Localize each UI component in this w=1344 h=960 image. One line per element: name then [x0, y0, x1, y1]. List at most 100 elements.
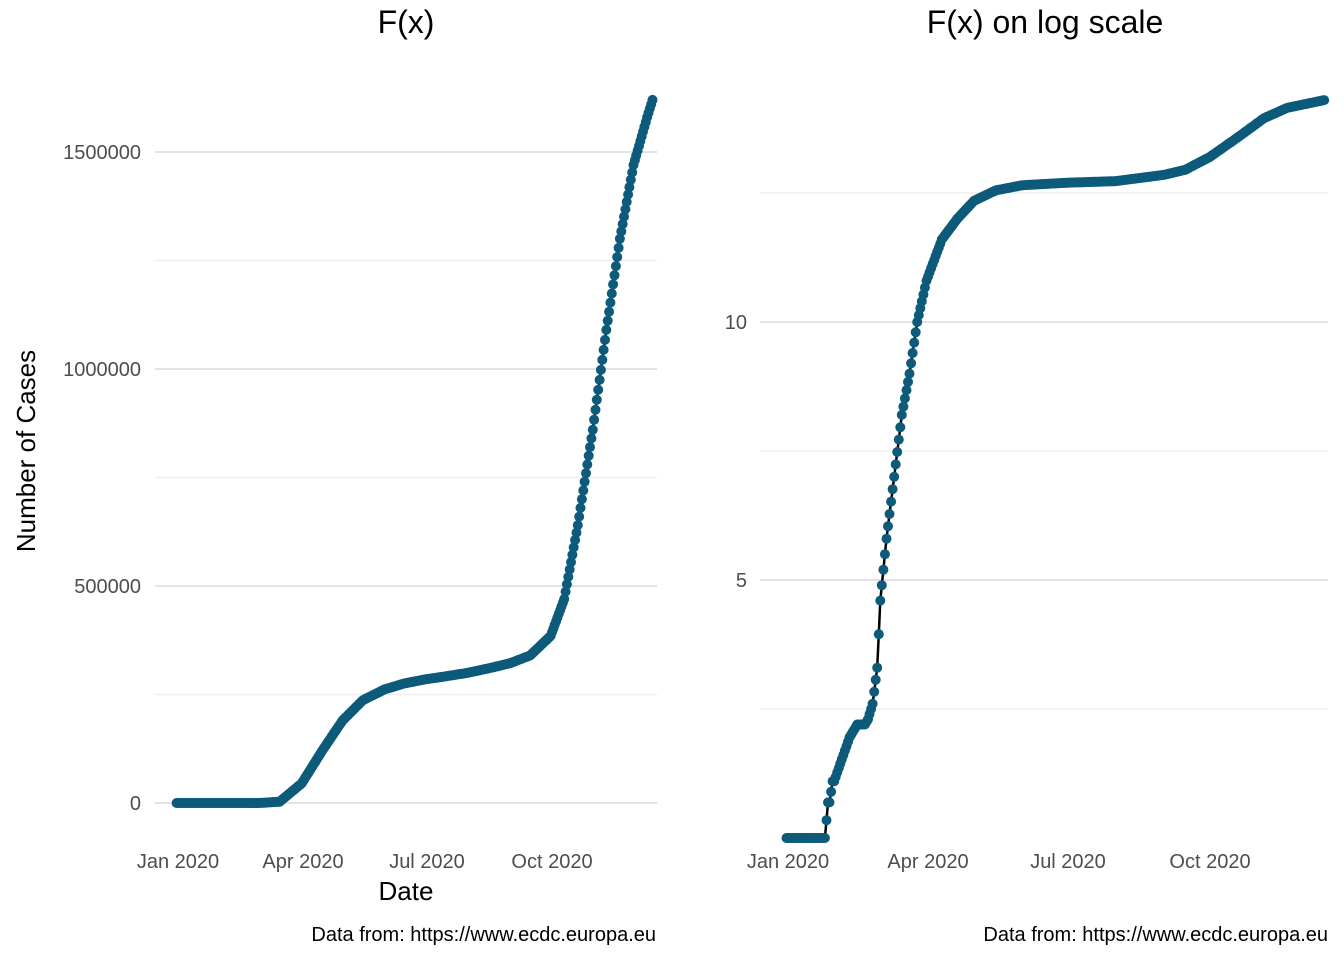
x-tick-label: Jul 2020 [1030, 851, 1106, 873]
log-chart-panel: F(x) on log scale 5 10 Jan 2020 Apr 2020 Ju… [725, 4, 1330, 946]
data-point [598, 344, 609, 355]
log-chart-gridlines [760, 192, 1328, 710]
data-point [867, 698, 878, 709]
data-point [575, 502, 586, 513]
data-point [594, 374, 605, 385]
y-tick-label: 1000000 [63, 359, 141, 381]
data-point [621, 196, 632, 207]
data-point [614, 233, 625, 244]
data-point [597, 354, 608, 365]
data-point [610, 261, 621, 272]
y-tick-label: 5 [736, 570, 747, 592]
y-tick-label: 1500000 [63, 142, 141, 164]
data-point [601, 324, 612, 335]
data-point [624, 182, 635, 193]
data-point [869, 686, 880, 697]
data-point [581, 468, 591, 479]
data-point [563, 571, 574, 582]
data-point [612, 252, 623, 262]
data-point [876, 580, 887, 591]
data-point [896, 409, 907, 420]
x-tick-label: Jul 2020 [389, 851, 465, 873]
linear-chart-y-ticks: 0 500000 1000000 1500000 [63, 142, 141, 815]
data-point [605, 297, 616, 308]
data-point [589, 414, 600, 425]
data-point [604, 306, 615, 317]
data-point [570, 535, 581, 545]
data-point [889, 471, 900, 482]
data-point [625, 174, 636, 185]
x-tick-label: Oct 2020 [511, 851, 592, 873]
data-point [898, 401, 909, 412]
log-chart-points [781, 95, 1330, 843]
y-tick-label: 500000 [74, 576, 141, 598]
data-point [870, 674, 881, 685]
data-point [591, 394, 602, 405]
data-point [568, 542, 579, 553]
data-point [821, 815, 832, 826]
linear-chart-gridlines [155, 151, 657, 804]
data-point [619, 211, 629, 222]
log-chart-y-ticks: 5 10 [725, 312, 747, 592]
data-point [878, 564, 889, 575]
data-point [884, 509, 895, 519]
linear-chart-x-axis-title: Date [379, 876, 434, 906]
log-chart-title: F(x) on log scale [927, 4, 1164, 40]
data-point [595, 364, 606, 375]
data-point [585, 442, 595, 453]
data-point [901, 385, 912, 396]
linear-chart-series-line [176, 99, 654, 805]
linear-chart-title: F(x) [378, 4, 435, 40]
data-point [590, 404, 601, 415]
data-point [587, 424, 598, 435]
linear-chart-panel: F(x) 0 500000 1000000 1500000 Jan 2020 Apr 2… [11, 4, 658, 946]
data-point [893, 434, 904, 445]
x-tick-label: Jan 2020 [747, 851, 829, 873]
data-point [561, 579, 572, 590]
x-tick-label: Jan 2020 [137, 851, 219, 873]
log-chart-x-ticks: Jan 2020 Apr 2020 Jul 2020 Oct 2020 [747, 851, 1251, 873]
x-tick-label: Oct 2020 [1169, 851, 1250, 873]
data-point [881, 533, 892, 544]
data-point [627, 167, 638, 178]
linear-chart-caption: Data from: https://www.ecdc.europa.eu [311, 924, 656, 946]
data-point [647, 94, 658, 105]
data-point [616, 226, 627, 237]
data-point [578, 485, 589, 496]
data-point [895, 422, 906, 433]
data-point [620, 204, 631, 215]
y-tick-label: 0 [130, 793, 141, 815]
data-point [875, 595, 886, 606]
y-tick-label: 10 [725, 312, 747, 334]
data-point [824, 797, 835, 808]
data-point [582, 459, 593, 470]
data-point [899, 393, 910, 404]
data-point [907, 348, 918, 358]
data-point [826, 786, 837, 797]
data-point [571, 527, 582, 538]
data-point [819, 833, 830, 843]
linear-chart-points [171, 94, 658, 808]
data-point [608, 279, 619, 290]
data-point [892, 447, 903, 457]
data-point [872, 662, 883, 673]
data-point [904, 368, 915, 379]
data-point [887, 484, 898, 495]
data-point [910, 327, 921, 338]
linear-chart-y-axis-title: Number of Cases [11, 350, 41, 552]
data-point [586, 433, 597, 444]
data-point [564, 564, 575, 575]
linear-chart-x-ticks: Jan 2020 Apr 2020 Jul 2020 Oct 2020 [137, 851, 593, 873]
data-point [886, 496, 897, 507]
data-point [883, 521, 893, 532]
data-point [609, 270, 620, 281]
log-chart-caption: Data from: https://www.ecdc.europa.eu [983, 924, 1328, 946]
data-point [613, 242, 624, 253]
data-point [579, 476, 590, 487]
data-point [606, 288, 617, 299]
data-point [906, 358, 917, 369]
data-point [1319, 95, 1330, 106]
x-tick-label: Apr 2020 [887, 851, 968, 873]
data-point [574, 511, 585, 522]
